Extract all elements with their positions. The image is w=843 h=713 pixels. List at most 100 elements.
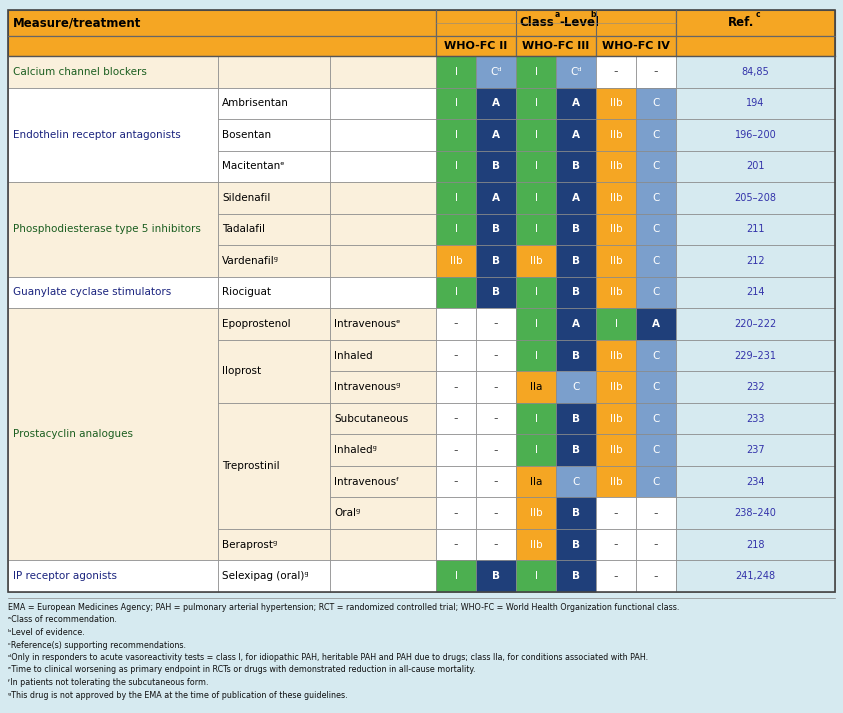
Text: Tadalafil: Tadalafil (222, 225, 265, 235)
Bar (596, 560, 636, 592)
Text: I: I (454, 98, 458, 108)
Text: WHO-FC IV: WHO-FC IV (602, 41, 670, 51)
Text: B: B (572, 256, 580, 266)
Text: ᵇLevel of evidence.: ᵇLevel of evidence. (8, 628, 85, 637)
Bar (676, 560, 835, 592)
Bar (596, 529, 636, 560)
Text: C: C (652, 193, 660, 203)
Bar (556, 529, 596, 560)
Bar (8, 10, 835, 592)
Text: I: I (534, 161, 538, 171)
Bar (636, 182, 676, 214)
Bar (330, 434, 436, 466)
Bar (8, 36, 436, 56)
Bar (436, 182, 476, 214)
Text: I: I (615, 319, 618, 329)
Text: ᵈOnly in responders to acute vasoreactivity tests = class I, for idiopathic PAH,: ᵈOnly in responders to acute vasoreactiv… (8, 653, 648, 662)
Bar (636, 308, 676, 340)
Bar (636, 466, 676, 498)
Bar (436, 466, 476, 498)
Text: -: - (454, 538, 459, 551)
Text: Bosentan: Bosentan (222, 130, 271, 140)
Text: 205–208: 205–208 (734, 193, 776, 203)
Bar (596, 56, 636, 88)
Text: -: - (654, 507, 658, 520)
Bar (218, 182, 330, 214)
Text: b: b (590, 10, 595, 19)
Text: I: I (534, 98, 538, 108)
Text: -: - (654, 538, 658, 551)
Bar (676, 119, 835, 150)
Bar (218, 529, 330, 560)
Bar (596, 214, 636, 245)
Bar (476, 498, 516, 529)
Text: ᵍThis drug is not approved by the EMA at the time of publication of these guidel: ᵍThis drug is not approved by the EMA at… (8, 690, 347, 699)
Bar (636, 277, 676, 308)
Text: Vardenafilᵍ: Vardenafilᵍ (222, 256, 279, 266)
Text: -: - (494, 475, 498, 488)
Bar (676, 403, 835, 434)
Bar (476, 56, 516, 88)
Bar (676, 340, 835, 371)
Text: A: A (572, 319, 580, 329)
Text: ᵉTime to clinical worsening as primary endpoint in RCTs or drugs with demonstrat: ᵉTime to clinical worsening as primary e… (8, 665, 475, 674)
Text: C: C (652, 98, 660, 108)
Bar (516, 560, 556, 592)
Bar (596, 150, 636, 182)
Text: -: - (454, 317, 459, 331)
Bar (636, 119, 676, 150)
Text: Subcutaneous: Subcutaneous (334, 414, 408, 424)
Bar (476, 88, 516, 119)
Text: 220–222: 220–222 (734, 319, 776, 329)
Bar (218, 340, 330, 403)
Text: 196–200: 196–200 (734, 130, 776, 140)
Text: 201: 201 (746, 161, 765, 171)
Bar (556, 214, 596, 245)
Bar (596, 308, 636, 340)
Text: IIb: IIb (609, 225, 622, 235)
Bar (218, 560, 330, 592)
Bar (676, 245, 835, 277)
Bar (556, 371, 596, 403)
Bar (436, 56, 476, 88)
Text: Phosphodiesterase type 5 inhibitors: Phosphodiesterase type 5 inhibitors (13, 225, 201, 235)
Bar (8, 10, 436, 36)
Bar (436, 150, 476, 182)
Text: -: - (454, 349, 459, 362)
Text: B: B (572, 540, 580, 550)
Bar (676, 498, 835, 529)
Bar (636, 403, 676, 434)
Text: C: C (652, 287, 660, 297)
Text: Treprostinil: Treprostinil (222, 461, 280, 471)
Text: -: - (494, 412, 498, 425)
Bar (330, 466, 436, 498)
Text: 241,248: 241,248 (735, 571, 776, 581)
Text: IIb: IIb (609, 477, 622, 487)
Bar (476, 182, 516, 214)
Text: A: A (652, 319, 660, 329)
Bar (636, 88, 676, 119)
Text: IIb: IIb (609, 161, 622, 171)
Text: 194: 194 (746, 98, 765, 108)
Text: B: B (572, 287, 580, 297)
Text: C: C (652, 256, 660, 266)
Bar (330, 560, 436, 592)
Text: I: I (454, 67, 458, 77)
Text: I: I (534, 414, 538, 424)
Bar (556, 498, 596, 529)
Text: IIb: IIb (609, 193, 622, 203)
Text: 84,85: 84,85 (742, 67, 770, 77)
Bar (330, 403, 436, 434)
Text: WHO-FC II: WHO-FC II (444, 41, 507, 51)
Text: Sildenafil: Sildenafil (222, 193, 271, 203)
Bar (218, 150, 330, 182)
Bar (636, 150, 676, 182)
Bar (330, 529, 436, 560)
Bar (676, 88, 835, 119)
Text: Ambrisentan: Ambrisentan (222, 98, 289, 108)
Text: 214: 214 (746, 287, 765, 297)
Text: -: - (614, 538, 618, 551)
Text: -: - (614, 66, 618, 78)
Text: 212: 212 (746, 256, 765, 266)
Bar (218, 403, 330, 529)
